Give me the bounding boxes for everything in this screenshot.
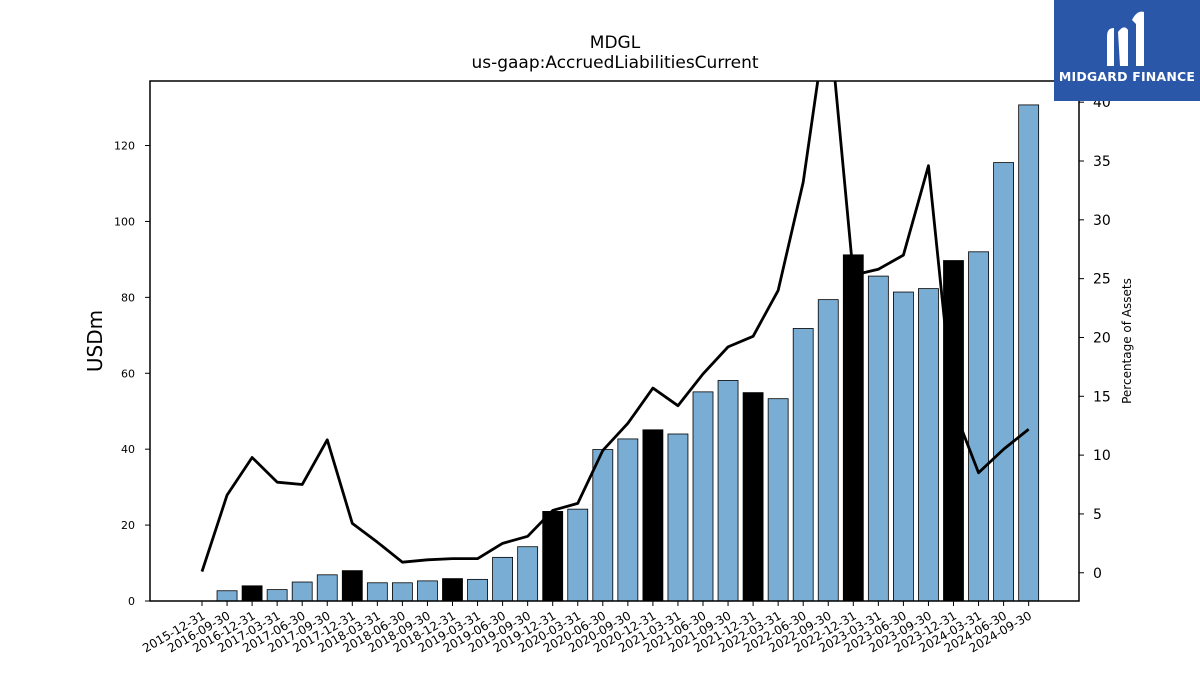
bar	[893, 291, 914, 602]
bar	[567, 508, 589, 602]
bar	[742, 392, 764, 602]
bar	[266, 589, 288, 602]
bar	[492, 556, 514, 602]
y-axis-label: USDm	[83, 310, 107, 372]
chart-subtitle: us-gaap:AccruedLiabilitiesCurrent	[471, 53, 758, 73]
y-tick-label: 80	[121, 291, 135, 304]
midgard-logo-icon	[1107, 11, 1144, 66]
y2-axis-label: Percentage of Assets	[1120, 278, 1134, 404]
y2-tick-label: 0	[1093, 566, 1102, 582]
line-series	[200, 81, 1030, 573]
bar	[993, 162, 1014, 602]
y2-tick-label: 5	[1093, 507, 1102, 523]
y2-tick-label: 10	[1093, 448, 1111, 464]
y2-tick-label: 35	[1093, 154, 1111, 170]
y2-tick-label: 25	[1093, 272, 1111, 288]
bar-series	[216, 104, 1040, 602]
bar	[517, 546, 539, 602]
bar	[817, 299, 839, 602]
bar	[842, 254, 864, 602]
bar	[1018, 104, 1040, 602]
bar	[341, 570, 363, 602]
bar	[417, 580, 438, 602]
bar	[918, 288, 939, 602]
bar	[617, 438, 639, 602]
bar	[642, 429, 664, 602]
bar	[968, 251, 989, 602]
brand-logo: MIDGARD FINANCE	[1054, 0, 1200, 101]
bar	[216, 590, 238, 602]
bar	[767, 398, 789, 602]
y-axis: 0 20 40 60 80 100 120	[114, 140, 150, 608]
percentage-line	[200, 81, 1030, 573]
y-tick-label: 40	[121, 443, 135, 456]
bar	[667, 433, 689, 602]
chart-title: MDGL	[590, 33, 641, 53]
x-axis: 2015-12-312016-09-302016-12-312017-03-31…	[140, 601, 1034, 655]
bar	[316, 574, 338, 602]
bar	[943, 260, 964, 602]
bar	[391, 582, 413, 602]
bar	[792, 328, 814, 602]
bar	[291, 581, 313, 602]
y-tick-label: 100	[114, 215, 135, 228]
bar	[867, 275, 889, 602]
y-tick-label: 20	[121, 519, 135, 532]
bar	[366, 582, 388, 602]
bar	[467, 578, 488, 602]
bar	[692, 391, 714, 602]
bar	[717, 380, 739, 602]
bar	[542, 511, 564, 602]
y-tick-label: 0	[128, 595, 135, 608]
bar	[592, 449, 614, 602]
y2-tick-label: 20	[1093, 330, 1111, 346]
y2-tick-label: 15	[1093, 389, 1111, 405]
logo-text: MIDGARD FINANCE	[1058, 69, 1196, 84]
y-tick-label: 60	[121, 367, 135, 380]
bar	[241, 585, 263, 602]
plot-frame	[149, 80, 1080, 602]
bar	[442, 578, 463, 602]
y2-tick-label: 30	[1093, 213, 1111, 229]
y-tick-label: 120	[114, 140, 135, 153]
